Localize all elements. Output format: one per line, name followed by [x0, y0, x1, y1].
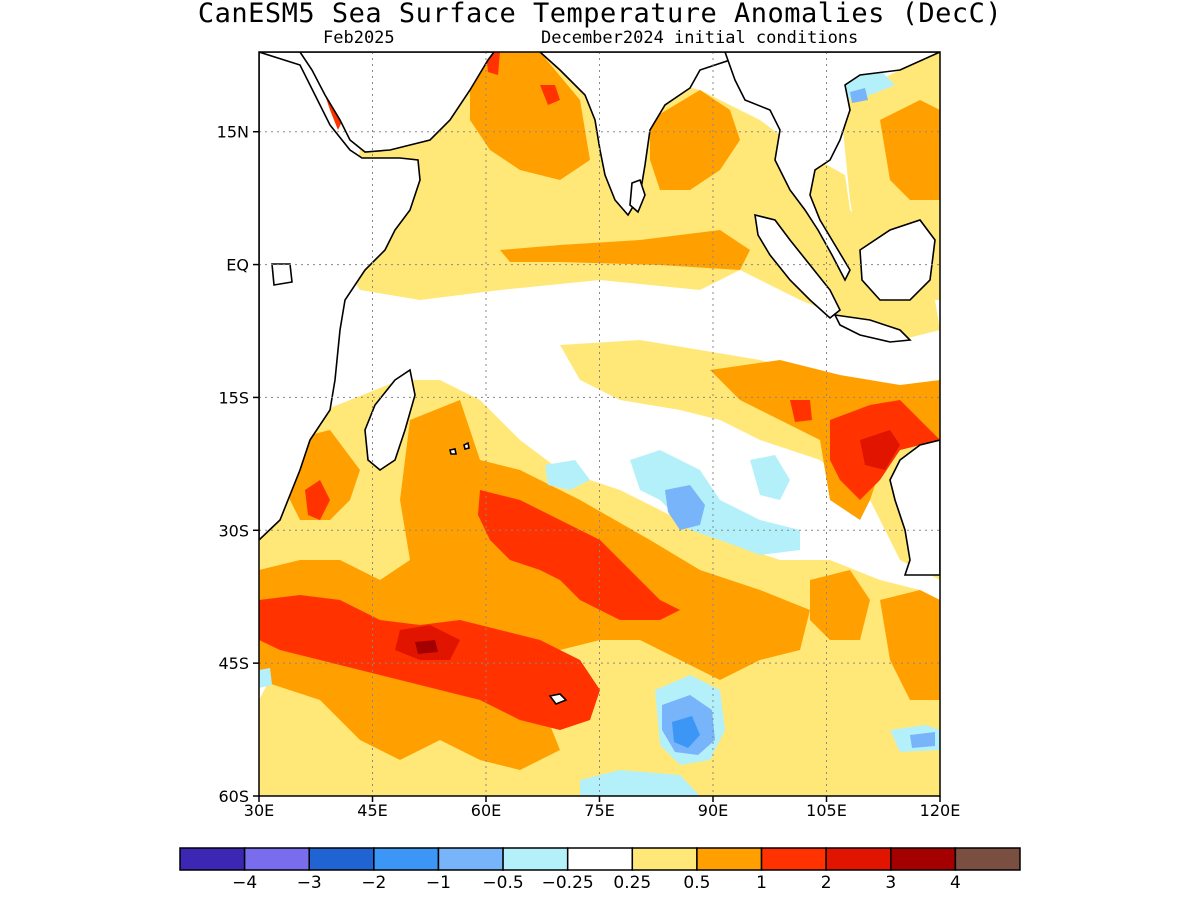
x-tick-label: 105E: [806, 801, 847, 820]
colorbar-swatch: [954, 847, 1021, 871]
madagascar-island: [364, 368, 416, 471]
lake-victoria: [271, 263, 293, 286]
grid-lines: [259, 52, 940, 796]
colorbar-label: 2: [821, 873, 832, 893]
y-tick-label: 30S: [218, 521, 249, 540]
colorbar-label: −1: [426, 873, 451, 893]
sumatra-island: [754, 213, 842, 320]
colorbar-swatch: [437, 847, 504, 871]
borneo-island: [859, 219, 936, 301]
colorbar-label: −2: [361, 873, 386, 893]
chart-title: CanESM5 Sea Surface Temperature Anomalie…: [197, 0, 1003, 29]
reunion-island: [449, 448, 457, 455]
colorbar-label: 1: [756, 873, 767, 893]
sri-lanka-island: [629, 178, 646, 214]
sst-field: [259, 52, 940, 796]
colorbar-swatch: [696, 847, 763, 871]
africa-arabia-land: [259, 52, 495, 542]
x-tick-label: 30E: [244, 801, 274, 820]
colorbar-swatch: [243, 847, 310, 871]
southeast-asia-land: [724, 52, 940, 282]
y-axis: 15N EQ 15S 30S 45S 60S: [217, 123, 259, 806]
x-tick-label: 60E: [471, 801, 501, 820]
y-tick-label: 15N: [217, 123, 249, 142]
colorbar-swatch: [566, 847, 634, 871]
initial-conditions: December2024 initial conditions: [541, 28, 859, 48]
valid-month: Feb2025: [323, 28, 395, 48]
colorbar: −4 −3 −2 −1 −0.5 −0.25 0.25 0.5 1 2 3 4: [179, 847, 1021, 893]
land-masses: [259, 52, 940, 705]
colorbar-label: 4: [950, 873, 961, 893]
colorbar-label: 0.5: [683, 873, 710, 893]
x-tick-label: 120E: [920, 801, 961, 820]
colorbar-swatch: [760, 847, 827, 871]
colorbar-label: −4: [232, 873, 257, 893]
colorbar-swatch: [179, 847, 246, 871]
kerguelen-island: [548, 693, 568, 705]
y-tick-label: 60S: [218, 787, 249, 806]
anomaly-band-3: [415, 640, 438, 654]
anomaly-band-neg-1: [672, 716, 700, 748]
colorbar-label: −0.5: [482, 873, 523, 893]
australia-land: [889, 439, 940, 576]
x-axis: 30E 45E 60E 75E 90E 105E 120E: [244, 796, 961, 820]
y-tick-label: 45S: [218, 654, 249, 673]
java-island: [833, 313, 912, 343]
colorbar-label: 0.25: [613, 873, 651, 893]
colorbar-swatch: [631, 847, 698, 871]
colorbar-swatch: [308, 847, 375, 871]
colorbar-label: −0.25: [542, 873, 594, 893]
x-tick-label: 75E: [584, 801, 614, 820]
y-tick-label: EQ: [226, 256, 249, 275]
y-tick-label: 15S: [218, 388, 249, 407]
colorbar-swatch: [502, 847, 569, 871]
x-tick-label: 90E: [698, 801, 728, 820]
mauritius-island: [463, 441, 470, 450]
colorbar-swatch: [373, 847, 440, 871]
x-tick-label: 45E: [357, 801, 387, 820]
colorbar-swatch: [825, 847, 892, 871]
colorbar-label: −3: [297, 873, 322, 893]
colorbar-swatch: [890, 847, 957, 871]
colorbar-label: 3: [885, 873, 896, 893]
